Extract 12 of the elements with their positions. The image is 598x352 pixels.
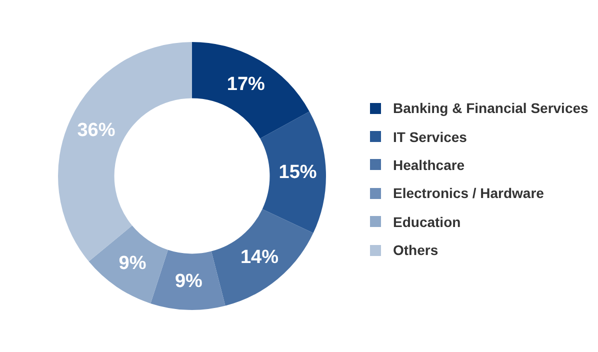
legend-label: Banking & Financial Services [393, 100, 588, 116]
data-label: 14% [240, 246, 279, 268]
data-label: 17% [226, 74, 266, 96]
legend-label: IT Services [393, 128, 467, 145]
legend-label: Electronics / Hardware [393, 185, 544, 202]
data-label: 9% [118, 252, 146, 274]
data-label: 9% [174, 271, 203, 292]
legend-label: Healthcare [393, 156, 465, 173]
data-label: 15% [278, 162, 317, 183]
data-label: 36% [77, 120, 116, 142]
legend-label: Education [393, 214, 461, 230]
legend-label: Others [393, 242, 438, 258]
